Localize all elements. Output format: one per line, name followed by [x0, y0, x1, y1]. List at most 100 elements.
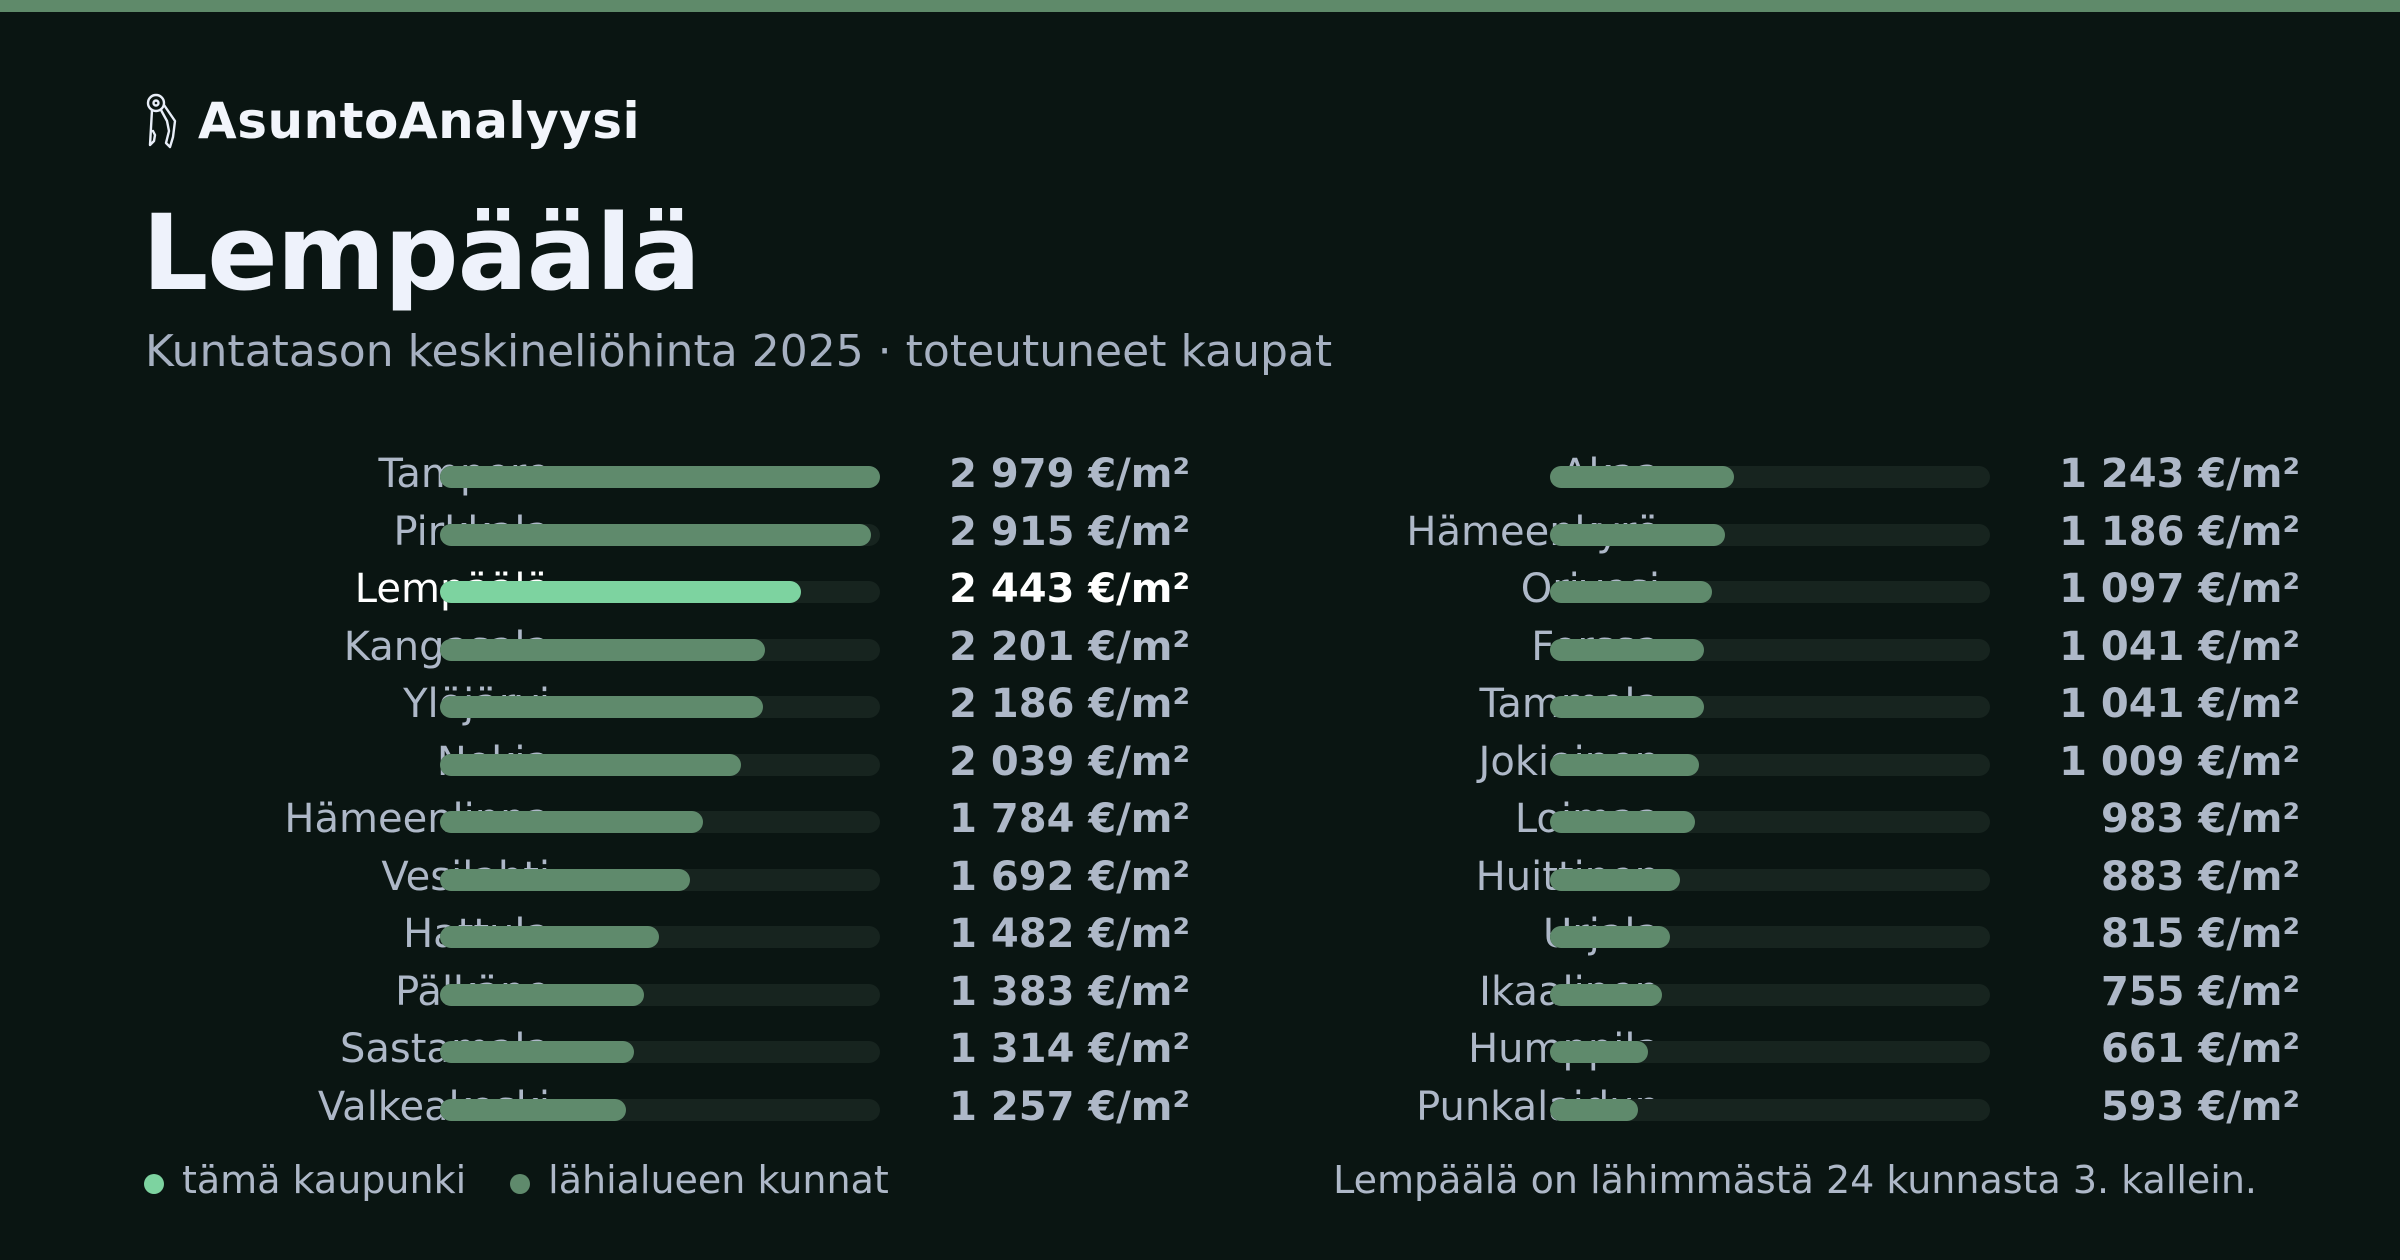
- value-label: 1 186 €/m²: [2059, 508, 2300, 555]
- value-label: 1 692 €/m²: [949, 853, 1190, 900]
- value-label: 1 383 €/m²: [949, 968, 1190, 1015]
- bar-row: Jokioinen1 009 €/m²: [1250, 734, 2300, 792]
- bar-row: Pirkkala2 915 €/m²: [140, 504, 1190, 562]
- bar: [440, 868, 690, 891]
- bar: [440, 926, 659, 948]
- bar: [1550, 523, 1726, 546]
- brand: AsuntoAnalyysi: [142, 86, 640, 156]
- bar-row: Punkalaidun 593 €/m²: [1250, 1079, 2300, 1137]
- bar-track: [1550, 696, 1990, 718]
- bar-track: [1550, 868, 1990, 891]
- bar: [1550, 1041, 1648, 1063]
- bar: [1550, 581, 1713, 603]
- bar-row: Hämeenlinna 1 784 €/m²: [140, 791, 1190, 849]
- bar: [1550, 811, 1696, 833]
- bar-row: Nokia2 039 €/m²: [140, 734, 1190, 792]
- page-subtitle: Kuntatason keskineliöhinta 2025 · toteut…: [145, 326, 1333, 377]
- bar-track: [1550, 1098, 1990, 1121]
- legend-dot-city: [144, 1174, 164, 1194]
- bar: [440, 696, 763, 718]
- bar: [440, 811, 704, 833]
- bar: [440, 1041, 635, 1063]
- bar-row: Tampere2 979 €/m²: [140, 446, 1190, 504]
- bar-row: Hattula1 482 €/m²: [140, 906, 1190, 964]
- bar-track: [1550, 983, 1990, 1006]
- bar-track: [440, 581, 880, 603]
- value-label: 883 €/m²: [2100, 853, 2300, 900]
- bar-row: Orivesi1 097 €/m²: [1250, 561, 2300, 619]
- bar-row: Hämeenkyrö 1 186 €/m²: [1250, 504, 2300, 562]
- value-label: 661 €/m²: [2100, 1026, 2300, 1072]
- bar: [1550, 696, 1704, 718]
- bar-track: [1550, 581, 1990, 603]
- bar-row: Forssa1 041 €/m²: [1250, 619, 2300, 677]
- bar: [440, 581, 801, 603]
- bar: [1550, 983, 1662, 1006]
- bar-track: [440, 466, 880, 488]
- bar: [440, 1098, 626, 1121]
- value-label: 815 €/m²: [2100, 911, 2300, 957]
- bar: [1550, 868, 1681, 891]
- keys-icon: [146, 93, 177, 149]
- value-label: 1 009 €/m²: [2059, 738, 2300, 785]
- bar-row: Ylöjärvi2 186 €/m²: [140, 676, 1190, 734]
- bar-row: Pälkäne1 383 €/m²: [140, 964, 1190, 1022]
- bar-track: [440, 1041, 880, 1063]
- bar-track: [1550, 926, 1990, 948]
- bar: [440, 466, 880, 488]
- value-label: 2 039 €/m²: [949, 738, 1190, 785]
- bar-row: Akaa1 243 €/m²: [1250, 446, 2300, 504]
- brand-name: AsuntoAnalyysi: [198, 92, 641, 150]
- bar-track: [440, 868, 880, 891]
- bar: [1550, 638, 1704, 661]
- value-label: 2 201 €/m²: [949, 623, 1190, 670]
- bar: [1550, 753, 1700, 776]
- chart-column-left: Tampere2 979 €/m²Pirkkala2 915 €/m²Lempä…: [140, 446, 1190, 1136]
- bar-track: [1550, 523, 1990, 546]
- value-label: 1 041 €/m²: [2059, 681, 2300, 727]
- value-label: 2 186 €/m²: [949, 681, 1190, 727]
- value-label: 1 314 €/m²: [949, 1026, 1190, 1072]
- bar-row: Urjala815 €/m²: [1250, 906, 2300, 964]
- legend-item-city: tämä kaupunki: [144, 1158, 466, 1202]
- legend-label-nearby: lähialueen kunnat: [548, 1158, 889, 1202]
- bar: [440, 753, 742, 776]
- bar-track: [440, 753, 880, 776]
- bar-track: [440, 523, 880, 546]
- bar-track: [440, 983, 880, 1006]
- legend-label-city: tämä kaupunki: [182, 1158, 467, 1202]
- bar-track: [440, 638, 880, 661]
- bar-row: Valkeakoski 1 257 €/m²: [140, 1079, 1190, 1137]
- bar-row: Kangasala2 201 €/m²: [140, 619, 1190, 677]
- value-label: 755 €/m²: [2100, 968, 2300, 1015]
- value-label: 983 €/m²: [2100, 796, 2300, 842]
- bar-track: [1550, 466, 1990, 488]
- value-label: 1 243 €/m²: [2059, 451, 2300, 497]
- bar: [1550, 926, 1671, 948]
- bar: [1550, 1098, 1638, 1121]
- bar-row: Tammela1 041 €/m²: [1250, 676, 2301, 734]
- value-label: 2 915 €/m²: [949, 508, 1190, 555]
- bar: [440, 983, 645, 1006]
- page-title: Lempäälä: [142, 192, 701, 314]
- bar: [440, 523, 871, 546]
- legend: tämä kaupunki lähialueen kunnat: [144, 1150, 933, 1210]
- bar-track: [1550, 1041, 1990, 1063]
- bar-track: [1550, 811, 1990, 833]
- bar-row: Humppila661 €/m²: [1250, 1021, 2300, 1079]
- value-label: 1 097 €/m²: [2059, 566, 2300, 612]
- bar: [1550, 466, 1734, 488]
- bar-track: [1550, 638, 1990, 661]
- bar-row: Huittinen883 €/m²: [1250, 849, 2300, 907]
- legend-item-nearby: lähialueen kunnat: [510, 1158, 889, 1202]
- value-label: 2 979 €/m²: [949, 451, 1190, 497]
- bar-row: Lempäälä2 443 €/m²: [140, 561, 1190, 619]
- value-label: 1 482 €/m²: [949, 911, 1190, 957]
- bar-track: [1550, 753, 1990, 776]
- value-label: 1 784 €/m²: [949, 796, 1190, 842]
- value-label: 2 443 €/m²: [949, 566, 1190, 612]
- bar-row: Sastamala1 314 €/m²: [140, 1021, 1190, 1079]
- bar: [440, 638, 766, 661]
- value-label: 1 257 €/m²: [949, 1083, 1190, 1130]
